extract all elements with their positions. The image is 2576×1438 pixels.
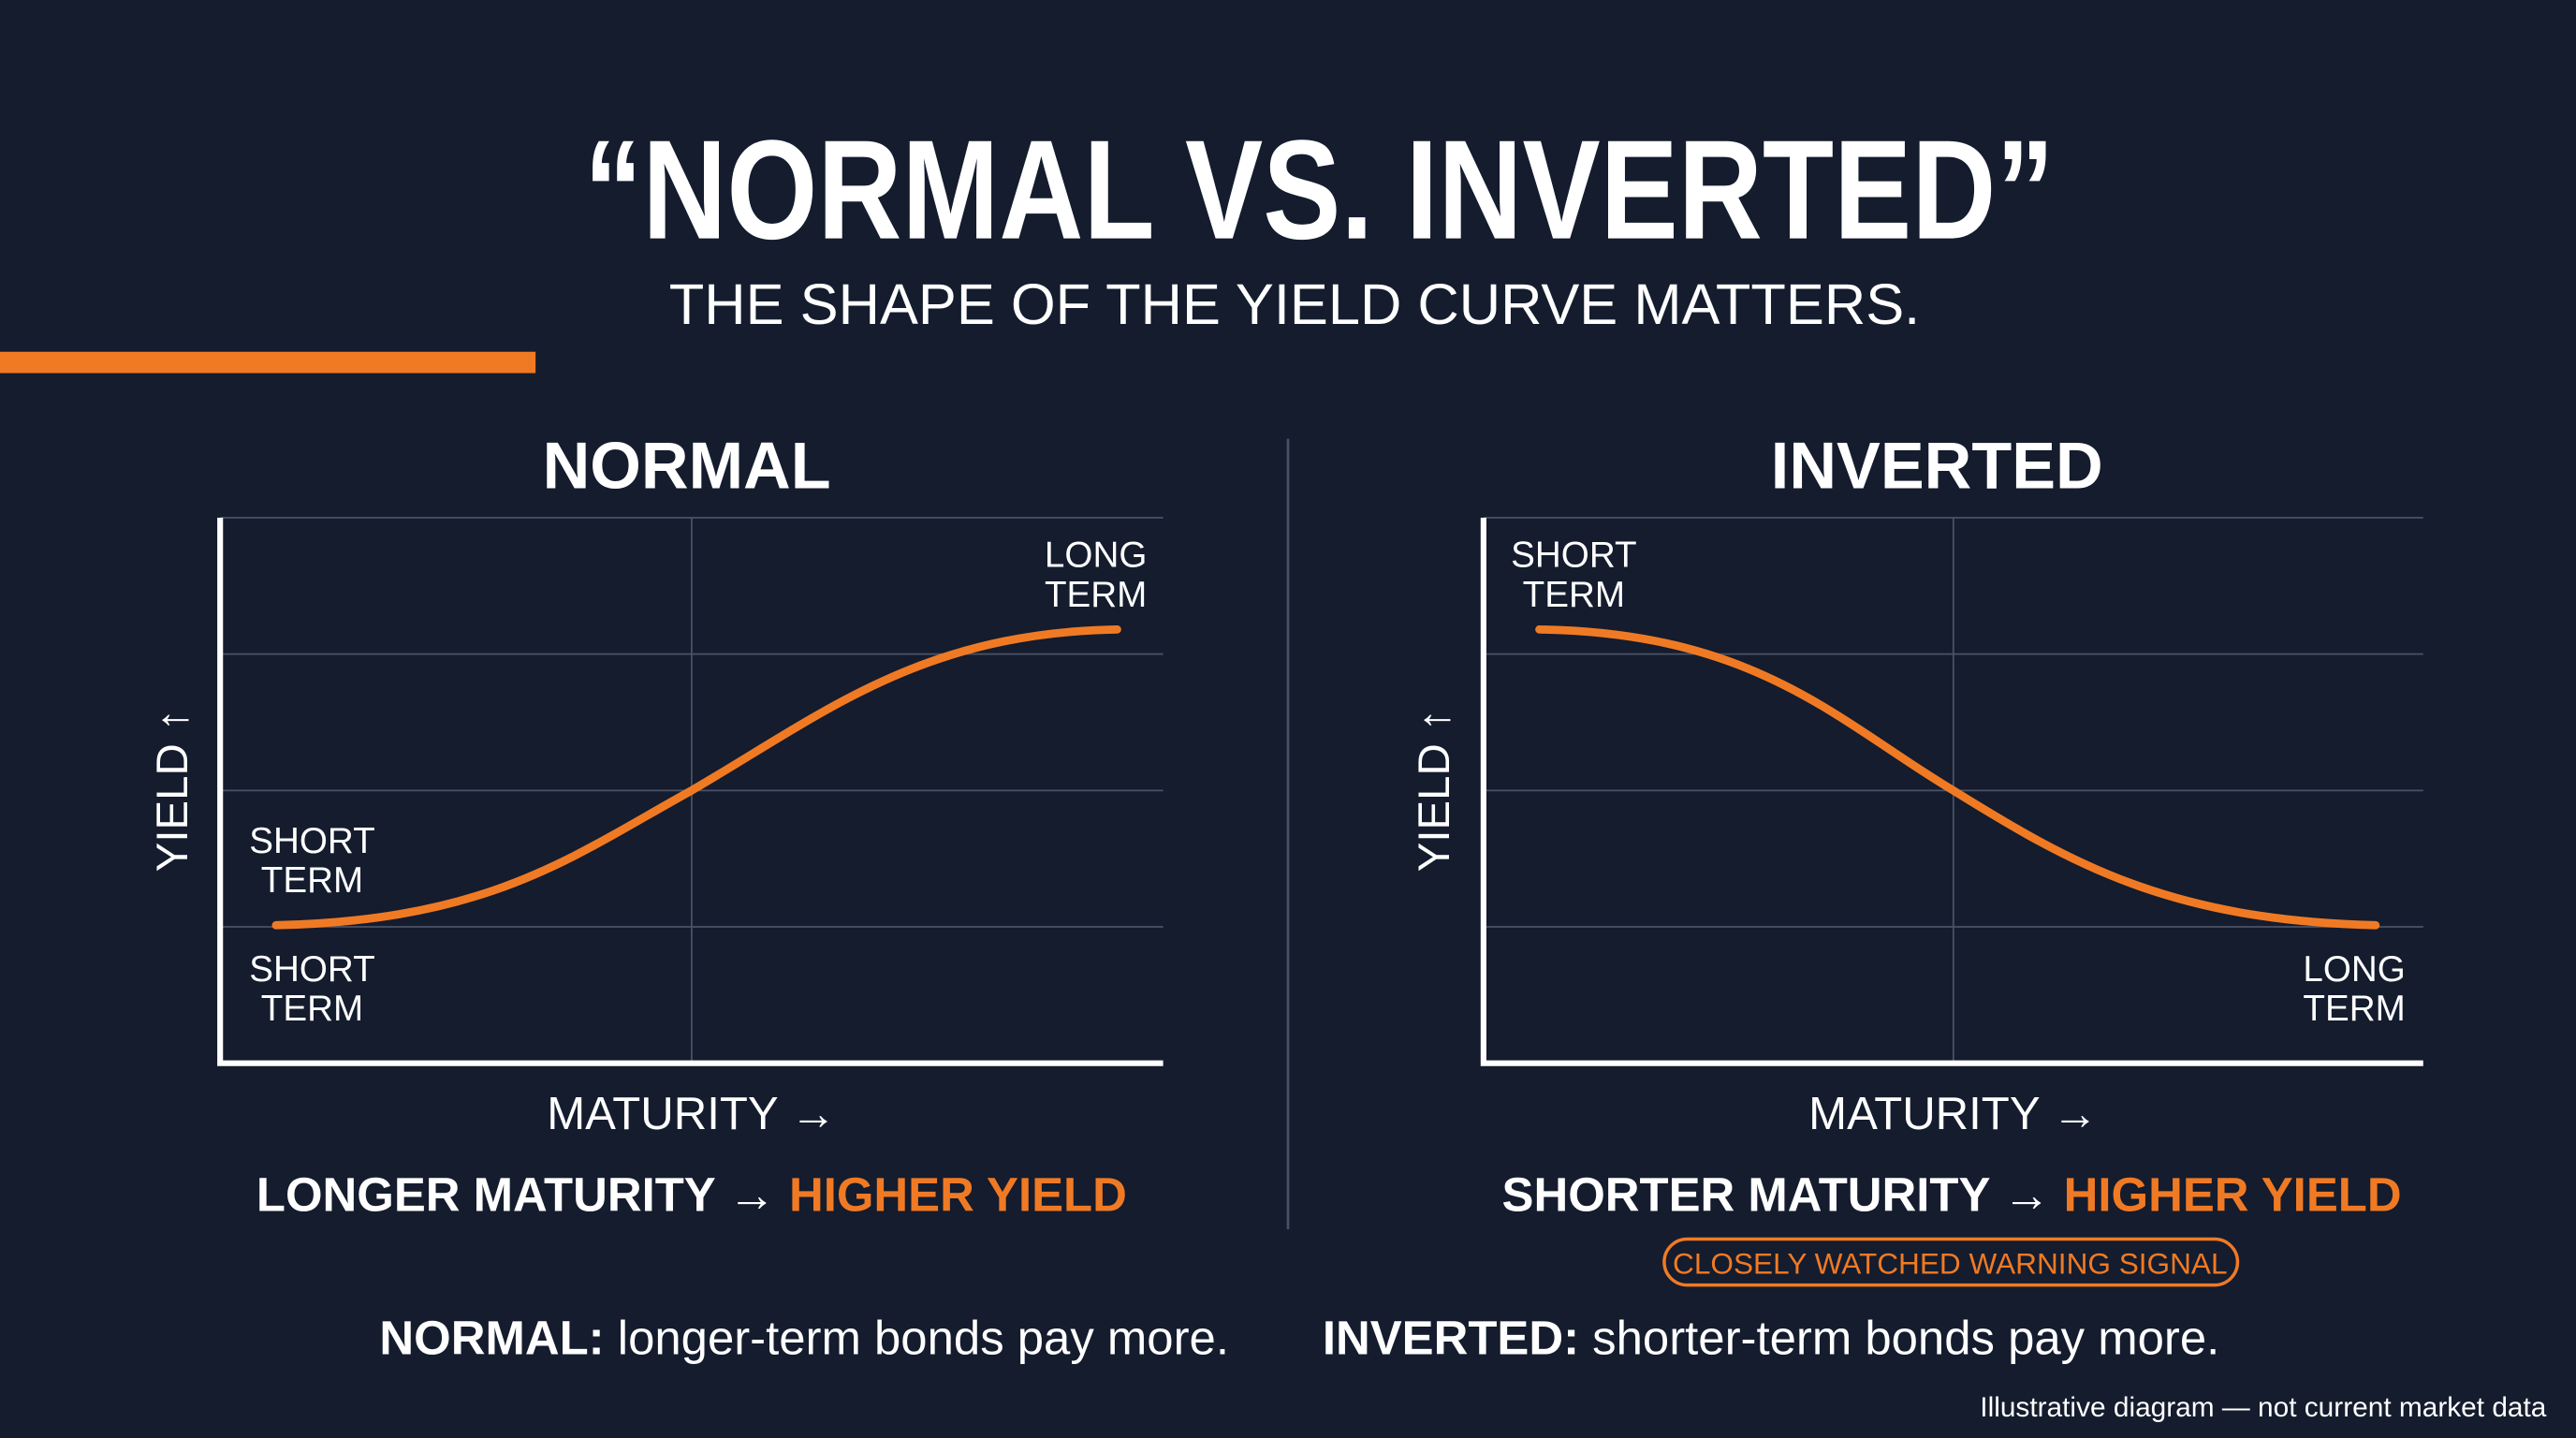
curve-label: TERM <box>261 860 363 901</box>
normal-panel: NORMAL SHORT TERM SHORT TERM LONG TERM Y… <box>148 428 1164 1222</box>
panel-title: NORMAL <box>543 428 831 502</box>
caption-lead: SHORTER MATURITY → <box>1502 1168 2051 1222</box>
summary-text: longer-term bonds pay more. <box>618 1311 1229 1364</box>
caption-emphasis: HIGHER YIELD <box>789 1168 1127 1222</box>
curve-label: SHORT <box>1511 536 1636 576</box>
axes <box>1480 518 2423 1066</box>
yield-curve <box>1535 624 2380 930</box>
caption-emphasis: HIGHER YIELD <box>2064 1168 2402 1222</box>
curve-label: LONG <box>2303 949 2405 990</box>
curve-label: LONG <box>1045 536 1147 576</box>
axes <box>217 518 1164 1066</box>
summary-term: INVERTED: <box>1323 1311 1579 1364</box>
x-axis-label: MATURITY → <box>547 1089 836 1139</box>
badge-outline <box>1662 1237 2240 1287</box>
curve-label: SHORT <box>249 949 374 990</box>
summary: NORMAL: longer-term bonds pay more. <box>379 1311 1229 1364</box>
caption: LONGER MATURITY → HIGHER YIELD <box>256 1168 1127 1222</box>
note: Illustrative diagram — not current marke… <box>1980 1392 2547 1423</box>
panel-title: INVERTED <box>1771 428 2103 502</box>
accent-bar <box>0 351 536 374</box>
curve-label: TERM <box>1523 575 1625 615</box>
badge: CLOSELY WATCHED WARNING SIGNAL <box>1673 1246 2227 1280</box>
summary: INVERTED: shorter-term bonds pay more. <box>1323 1311 2219 1364</box>
summary-term: NORMAL: <box>379 1311 604 1364</box>
curve-label: SHORT <box>249 821 374 861</box>
curve-label: TERM <box>2303 989 2405 1029</box>
curve-label: TERM <box>261 989 363 1029</box>
y-axis-label: YIELD ↑ <box>1410 709 1459 872</box>
curve-label: TERM <box>1045 575 1147 615</box>
caption: SHORTER MATURITY → HIGHER YIELD <box>1502 1168 2402 1222</box>
inverted-panel: INVERTED SHORT TERM LONG TERM YIELD ↑ MA… <box>1410 428 2423 1287</box>
summary-text: shorter-term bonds pay more. <box>1592 1311 2219 1364</box>
yield-curve <box>271 624 1121 930</box>
subtitle: THE SHAPE OF THE YIELD CURVE MATTERS. <box>669 272 1920 337</box>
y-axis-label: YIELD ↑ <box>148 709 198 872</box>
x-axis-label: MATURITY → <box>1808 1089 2098 1139</box>
caption-lead: LONGER MATURITY → <box>256 1168 776 1222</box>
title: “NORMAL VS. INVERTED” <box>584 110 2055 269</box>
